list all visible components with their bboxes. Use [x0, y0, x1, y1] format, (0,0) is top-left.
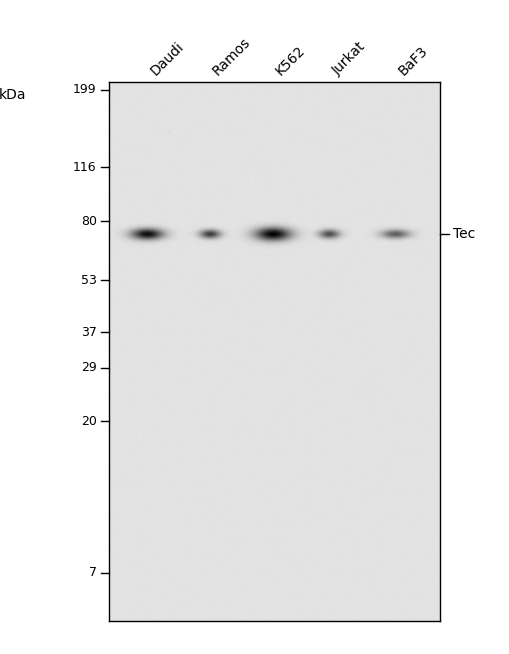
Text: kDa: kDa [0, 88, 26, 102]
Text: Daudi: Daudi [148, 40, 186, 78]
Text: Ramos: Ramos [210, 35, 253, 78]
Text: BaF3: BaF3 [395, 44, 430, 78]
Text: 37: 37 [81, 326, 97, 339]
Text: 199: 199 [73, 83, 97, 96]
Text: 20: 20 [81, 415, 97, 428]
Text: 53: 53 [81, 274, 97, 287]
Text: 29: 29 [81, 361, 97, 374]
Text: K562: K562 [273, 44, 308, 78]
Text: 80: 80 [81, 215, 97, 228]
Text: 116: 116 [73, 161, 97, 174]
Text: Jurkat: Jurkat [329, 40, 368, 78]
Text: Tec: Tec [453, 228, 475, 241]
Text: 7: 7 [89, 566, 97, 579]
